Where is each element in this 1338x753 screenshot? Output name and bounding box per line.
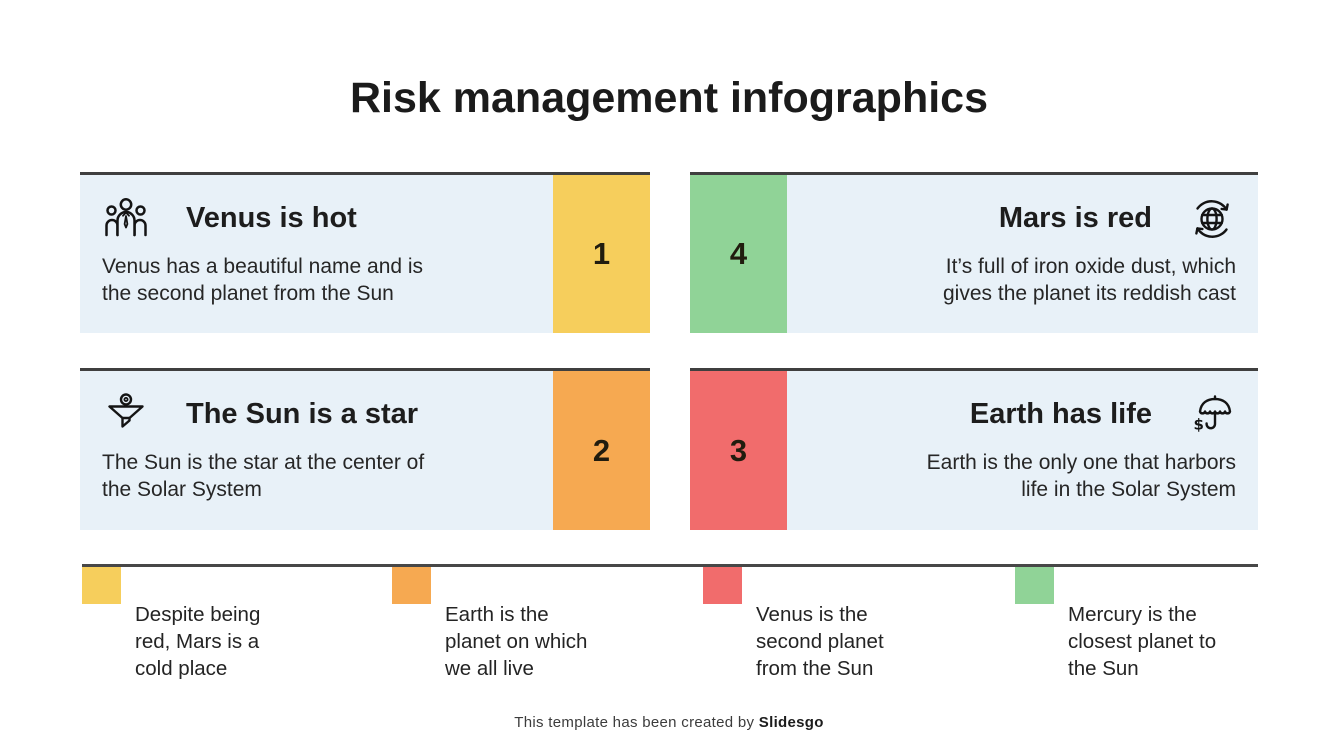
- card-venus-content: Venus is hot Venus has a beautiful name …: [80, 175, 553, 333]
- footer-brand: Slidesgo: [758, 714, 824, 731]
- footer-credit: This template has been created by Slides…: [0, 714, 1338, 731]
- timeline: Despite being red, Mars is a cold place …: [82, 564, 1258, 697]
- card-mars-number-badge: 4: [690, 175, 787, 333]
- card-sun-body: The Sun is the star at the center of the…: [102, 451, 425, 502]
- timeline-text: Earth is the planet on which we all live: [445, 603, 588, 681]
- timeline-item-mars: Despite being red, Mars is a cold place: [82, 567, 362, 695]
- card-venus-number-badge: 1: [553, 175, 650, 333]
- card-mars: 4 Mars is red It’s full of iron oxid: [690, 172, 1258, 333]
- svg-text:$: $: [1194, 416, 1204, 434]
- timeline-item-earth: Earth is the planet on which we all live: [392, 567, 672, 695]
- timeline-marker-yellow: [82, 567, 121, 604]
- card-sun: The Sun is a star The Sun is the star at…: [80, 368, 650, 530]
- card-earth-title: Earth has life: [969, 398, 1152, 431]
- timeline-item-venus: Venus is the second planet from the Sun: [703, 567, 983, 695]
- card-sun-title: The Sun is a star: [186, 398, 419, 431]
- card-sun-content: The Sun is a star The Sun is the star at…: [80, 371, 553, 530]
- timeline-text: Venus is the second planet from the Sun: [756, 603, 884, 681]
- page-title: Risk management infographics: [350, 74, 988, 122]
- timeline-item-mercury: Mercury is the closest planet to the Sun: [1015, 567, 1295, 695]
- card-mars-content: Mars is red It’s full of iron oxide dust…: [787, 175, 1258, 333]
- card-venus-body: Venus has a beautiful name and is the se…: [102, 255, 424, 306]
- card-venus: Venus is hot Venus has a beautiful name …: [80, 172, 650, 333]
- timeline-marker-red: [703, 567, 742, 604]
- footer-text: This template has been created by: [514, 714, 755, 731]
- timeline-text: Despite being red, Mars is a cold place: [135, 603, 261, 681]
- card-earth-number-badge: 3: [690, 371, 787, 530]
- timeline-marker-green: [1015, 567, 1054, 604]
- card-mars-body: It’s full of iron oxide dust, which give…: [943, 255, 1236, 306]
- card-earth: 3 $ Earth has life Earth is the only one…: [690, 368, 1258, 530]
- card-earth-content: $ Earth has life Earth is the only one t…: [787, 371, 1258, 530]
- umbrella-dollar-icon: $: [1188, 391, 1236, 439]
- funnel-coin-icon: [102, 391, 150, 439]
- people-icon: [102, 195, 150, 243]
- timeline-text: Mercury is the closest planet to the Sun: [1068, 603, 1217, 681]
- card-earth-body: Earth is the only one that harbors life …: [926, 451, 1236, 502]
- card-venus-title: Venus is hot: [186, 202, 357, 235]
- globe-sync-icon: [1188, 195, 1236, 243]
- timeline-marker-orange: [392, 567, 431, 604]
- card-sun-number-badge: 2: [553, 371, 650, 530]
- card-mars-title: Mars is red: [998, 202, 1152, 235]
